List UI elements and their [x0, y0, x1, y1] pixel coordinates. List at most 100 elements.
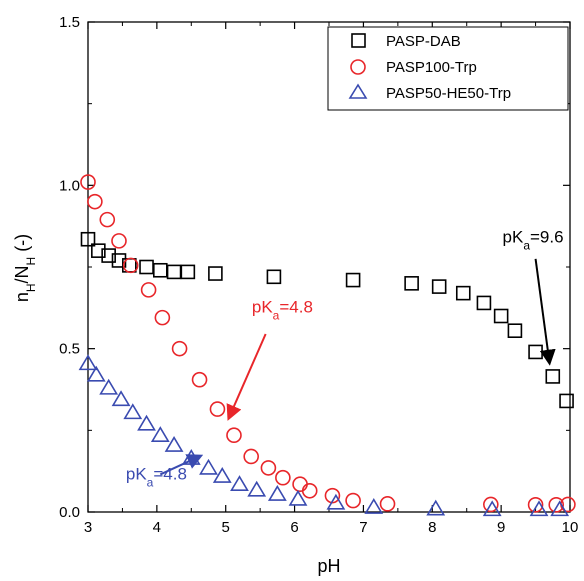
data-point-circle — [243, 448, 259, 465]
data-point-square — [493, 308, 509, 324]
annotation-arrow — [226, 333, 267, 421]
legend: PASP-DAB PASP100-Trp PASP50-HE50-Trp — [327, 26, 569, 111]
x-tick-label: 6 — [290, 519, 298, 536]
data-point-triangle — [150, 426, 170, 443]
data-point-square — [345, 272, 361, 288]
data-point-square — [404, 276, 419, 291]
series-pasp100-trp — [80, 174, 576, 513]
annotation-text: pKa=4.8 — [252, 298, 313, 323]
data-point-triangle — [529, 500, 549, 517]
data-point-circle — [483, 496, 499, 513]
data-point-square — [507, 323, 523, 339]
y-axis: 0.0 0.5 1.0 1.5 — [59, 14, 570, 521]
legend-marker-circle — [350, 59, 366, 75]
x-tick-label: 9 — [497, 519, 505, 536]
legend-box — [327, 26, 569, 111]
data-point-triangle — [86, 365, 106, 382]
data-point-circle — [209, 401, 226, 417]
annotation-text: pKa=9.6 — [503, 228, 564, 253]
data-point-circle — [345, 492, 361, 509]
y-tick-label: 1.0 — [59, 177, 80, 194]
data-point-triangle — [364, 498, 384, 514]
data-point-circle — [111, 233, 127, 249]
data-point-circle — [301, 482, 318, 499]
data-point-square — [528, 344, 543, 360]
data-point-square — [431, 279, 447, 294]
data-point-triangle — [550, 500, 570, 517]
data-point-circle — [191, 371, 208, 388]
data-point-square — [559, 393, 574, 409]
annotation-arrow — [534, 258, 556, 366]
x-tick-label: 4 — [153, 519, 161, 536]
data-point-triangle — [212, 466, 232, 483]
data-point-triangle — [99, 378, 119, 395]
data-point-triangle — [267, 484, 287, 501]
annotations: pKa=4.8 pKa=4.8 pKa=9.6 — [126, 228, 564, 490]
data-point-circle — [154, 309, 171, 326]
data-point-triangle — [78, 354, 98, 371]
data-point-triangle — [326, 493, 346, 510]
data-point-triangle — [482, 500, 502, 517]
data-point-square — [208, 266, 223, 281]
data-point-circle — [379, 496, 396, 512]
data-point-square — [180, 264, 196, 280]
data-point-square — [153, 262, 168, 278]
data-point-square — [139, 259, 154, 275]
data-point-circle — [275, 469, 291, 486]
data-point-circle — [122, 257, 139, 274]
x-axis-label: pH — [317, 556, 340, 576]
x-tick-label: 8 — [428, 519, 436, 536]
y-tick-label: 1.5 — [59, 14, 80, 31]
data-point-circle — [140, 282, 157, 298]
data-point-square — [101, 248, 116, 263]
legend-label: PASP-DAB — [386, 33, 461, 50]
data-point-triangle — [288, 489, 308, 506]
data-point-circle — [260, 460, 277, 476]
y-axis-label: nH/NH (-) — [12, 234, 38, 302]
series-pasp-dab — [80, 231, 574, 409]
legend-marker-square — [351, 33, 366, 48]
data-point-square — [545, 369, 561, 384]
annotation-text: pKa=4.8 — [126, 464, 187, 489]
x-tick-label: 3 — [84, 519, 92, 536]
data-point-square — [455, 285, 471, 301]
legend-item-pasp100-trp: PASP100-Trp — [350, 59, 477, 76]
x-tick-label: 7 — [359, 519, 367, 536]
data-point-triangle — [247, 480, 267, 497]
data-point-triangle — [199, 458, 218, 475]
data-point-square — [476, 295, 492, 311]
data-point-circle — [87, 193, 103, 210]
x-tick-label: 10 — [562, 519, 579, 536]
data-point-triangle — [137, 414, 156, 431]
y-tick-label: 0.0 — [59, 504, 80, 521]
legend-label: PASP100-Trp — [386, 59, 477, 76]
data-point-circle — [292, 476, 308, 493]
data-point-circle — [99, 211, 116, 228]
series-pasp50-he50-trp — [78, 354, 570, 517]
data-point-square — [91, 243, 106, 258]
data-point-square — [80, 231, 96, 247]
annotation-arrow — [159, 454, 204, 476]
data-point-square — [166, 264, 182, 280]
legend-marker-triangle — [348, 83, 368, 99]
data-point-triangle — [123, 403, 143, 420]
data-point-triangle — [164, 435, 184, 452]
x-tick-label: 5 — [222, 519, 230, 536]
data-point-circle — [527, 497, 544, 513]
data-point-square — [266, 269, 282, 285]
legend-item-pasp-dab: PASP-DAB — [351, 33, 461, 50]
legend-item-pasp50-he50-trp: PASP50-HE50-Trp — [348, 83, 511, 102]
data-point-circle — [548, 497, 565, 513]
data-point-circle — [226, 427, 242, 444]
data-point-triangle — [230, 475, 249, 492]
data-point-circle — [80, 174, 96, 190]
data-point-triangle — [111, 390, 131, 407]
data-point-circle — [171, 340, 188, 357]
pka-annotation: pKa=9.6 — [503, 228, 564, 366]
pka-annotation: pKa=4.8 — [126, 454, 204, 489]
legend-label: PASP50-HE50-Trp — [386, 85, 511, 102]
y-tick-label: 0.5 — [59, 341, 80, 358]
data-point-triangle — [426, 499, 446, 516]
pka-annotation: pKa=4.8 — [226, 298, 313, 421]
